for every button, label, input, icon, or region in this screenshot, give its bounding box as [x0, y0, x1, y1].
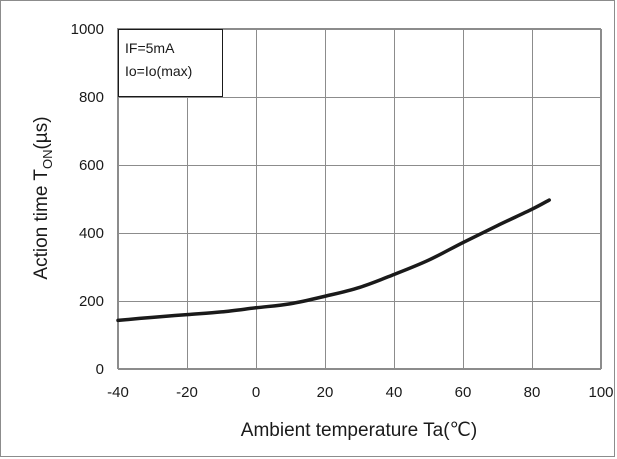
y-tick-label: 1000 — [71, 21, 104, 38]
gridlines — [118, 29, 602, 370]
y-axis-title-unit: (µs) — [31, 116, 52, 149]
x-tick-label: 100 — [588, 384, 613, 401]
y-tick-label: 0 — [96, 361, 104, 378]
x-tick-label: 0 — [252, 384, 260, 401]
series-layer — [116, 198, 551, 323]
y-tick-label: 400 — [79, 225, 104, 242]
y-axis-title-subscript: ON — [40, 150, 55, 170]
annotation-output-current: Io=Io(max) — [125, 63, 192, 79]
plot-area-border — [117, 28, 601, 369]
y-tick-label: 200 — [79, 293, 104, 310]
x-tick-label: -40 — [107, 384, 129, 401]
series-line — [116, 198, 551, 323]
legend: IF=5mA Io=Io(max) — [118, 29, 223, 97]
y-axis-title-main: Action time T — [31, 169, 52, 280]
y-tick-label: 600 — [79, 157, 104, 174]
x-tick-label: 80 — [524, 384, 541, 401]
x-tick-label: 40 — [386, 384, 403, 401]
y-tick-label: 800 — [79, 89, 104, 106]
legend-box — [118, 29, 223, 97]
x-tick-label: -20 — [176, 384, 198, 401]
x-tick-label: 60 — [455, 384, 472, 401]
annotation-forward-current: IF=5mA — [125, 40, 175, 56]
x-axis-title: Ambient temperature Ta(℃) — [241, 420, 477, 441]
y-axis-title: Action time TON(µs) — [31, 116, 55, 279]
x-tick-label: 20 — [317, 384, 334, 401]
